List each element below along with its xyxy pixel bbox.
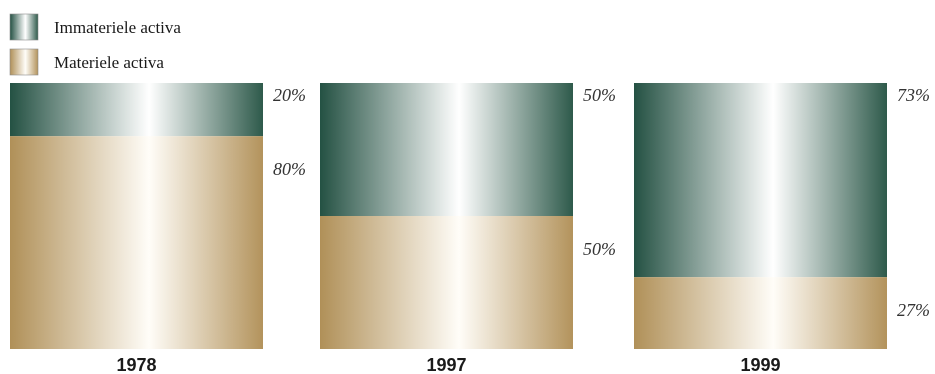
pct-label-intangible-1978: 20%: [273, 85, 306, 105]
percent-labels: 20% 80% 50% 50% 73% 27%: [273, 85, 930, 320]
year-labels: 1978 1997 1999: [116, 355, 780, 374]
bar-tangible-1999: [634, 277, 887, 349]
legend-label-materiele-activa: Materiele activa: [54, 53, 164, 72]
pct-label-tangible-1978: 80%: [273, 159, 306, 179]
legend-label-immateriele-activa: Immateriele activa: [54, 18, 181, 37]
pct-label-intangible-1997: 50%: [583, 85, 616, 105]
bar-intangible-1999: [634, 83, 887, 278]
legend-swatch-materiele-activa: [9, 48, 39, 76]
year-label-1999: 1999: [740, 355, 780, 374]
pct-label-tangible-1999: 27%: [897, 300, 930, 320]
bars: [10, 83, 887, 349]
bar-intangible-1978: [10, 83, 263, 137]
year-label-1997: 1997: [426, 355, 466, 374]
bar-tangible-1997: [320, 216, 573, 349]
pct-label-intangible-1999: 73%: [897, 85, 930, 105]
legend-swatch-immateriele-activa: [9, 13, 39, 41]
bar-tangible-1978: [10, 136, 263, 349]
pct-label-tangible-1997: 50%: [583, 239, 616, 259]
legend: Immateriele activa Materiele activa: [9, 13, 181, 76]
bar-intangible-1997: [320, 83, 573, 216]
year-label-1978: 1978: [116, 355, 156, 374]
